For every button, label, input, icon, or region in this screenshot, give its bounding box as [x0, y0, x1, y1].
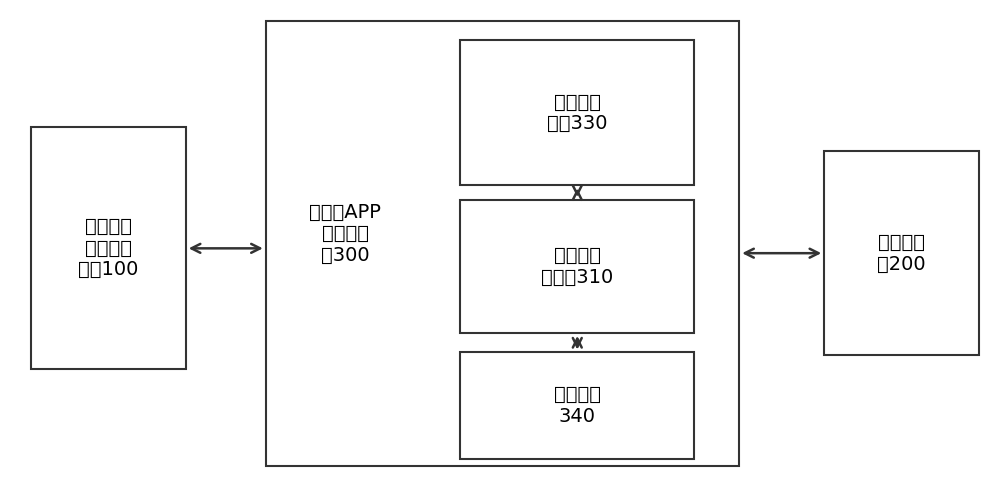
Text: 处理器310: 处理器310 — [541, 268, 613, 287]
Text: 订单生成: 订单生成 — [554, 93, 601, 112]
Text: 端300: 端300 — [321, 246, 370, 265]
Bar — [460, 353, 694, 459]
Text: 340: 340 — [559, 407, 596, 426]
Text: 系统100: 系统100 — [78, 261, 139, 280]
Bar — [266, 21, 739, 466]
Bar — [824, 151, 979, 355]
Text: 云端服务: 云端服务 — [878, 233, 925, 252]
Text: 器200: 器200 — [877, 255, 926, 274]
Bar — [31, 127, 186, 370]
Text: 的手持终: 的手持终 — [322, 225, 369, 244]
Text: 池管理子: 池管理子 — [85, 239, 132, 258]
Text: 支付单元: 支付单元 — [554, 385, 601, 404]
Bar — [460, 40, 694, 186]
Text: 第三中央: 第三中央 — [554, 246, 601, 265]
Bar — [460, 200, 694, 333]
Text: 安装有APP: 安装有APP — [309, 203, 381, 222]
Text: 单元330: 单元330 — [547, 114, 608, 133]
Text: 充电锂电: 充电锂电 — [85, 217, 132, 236]
